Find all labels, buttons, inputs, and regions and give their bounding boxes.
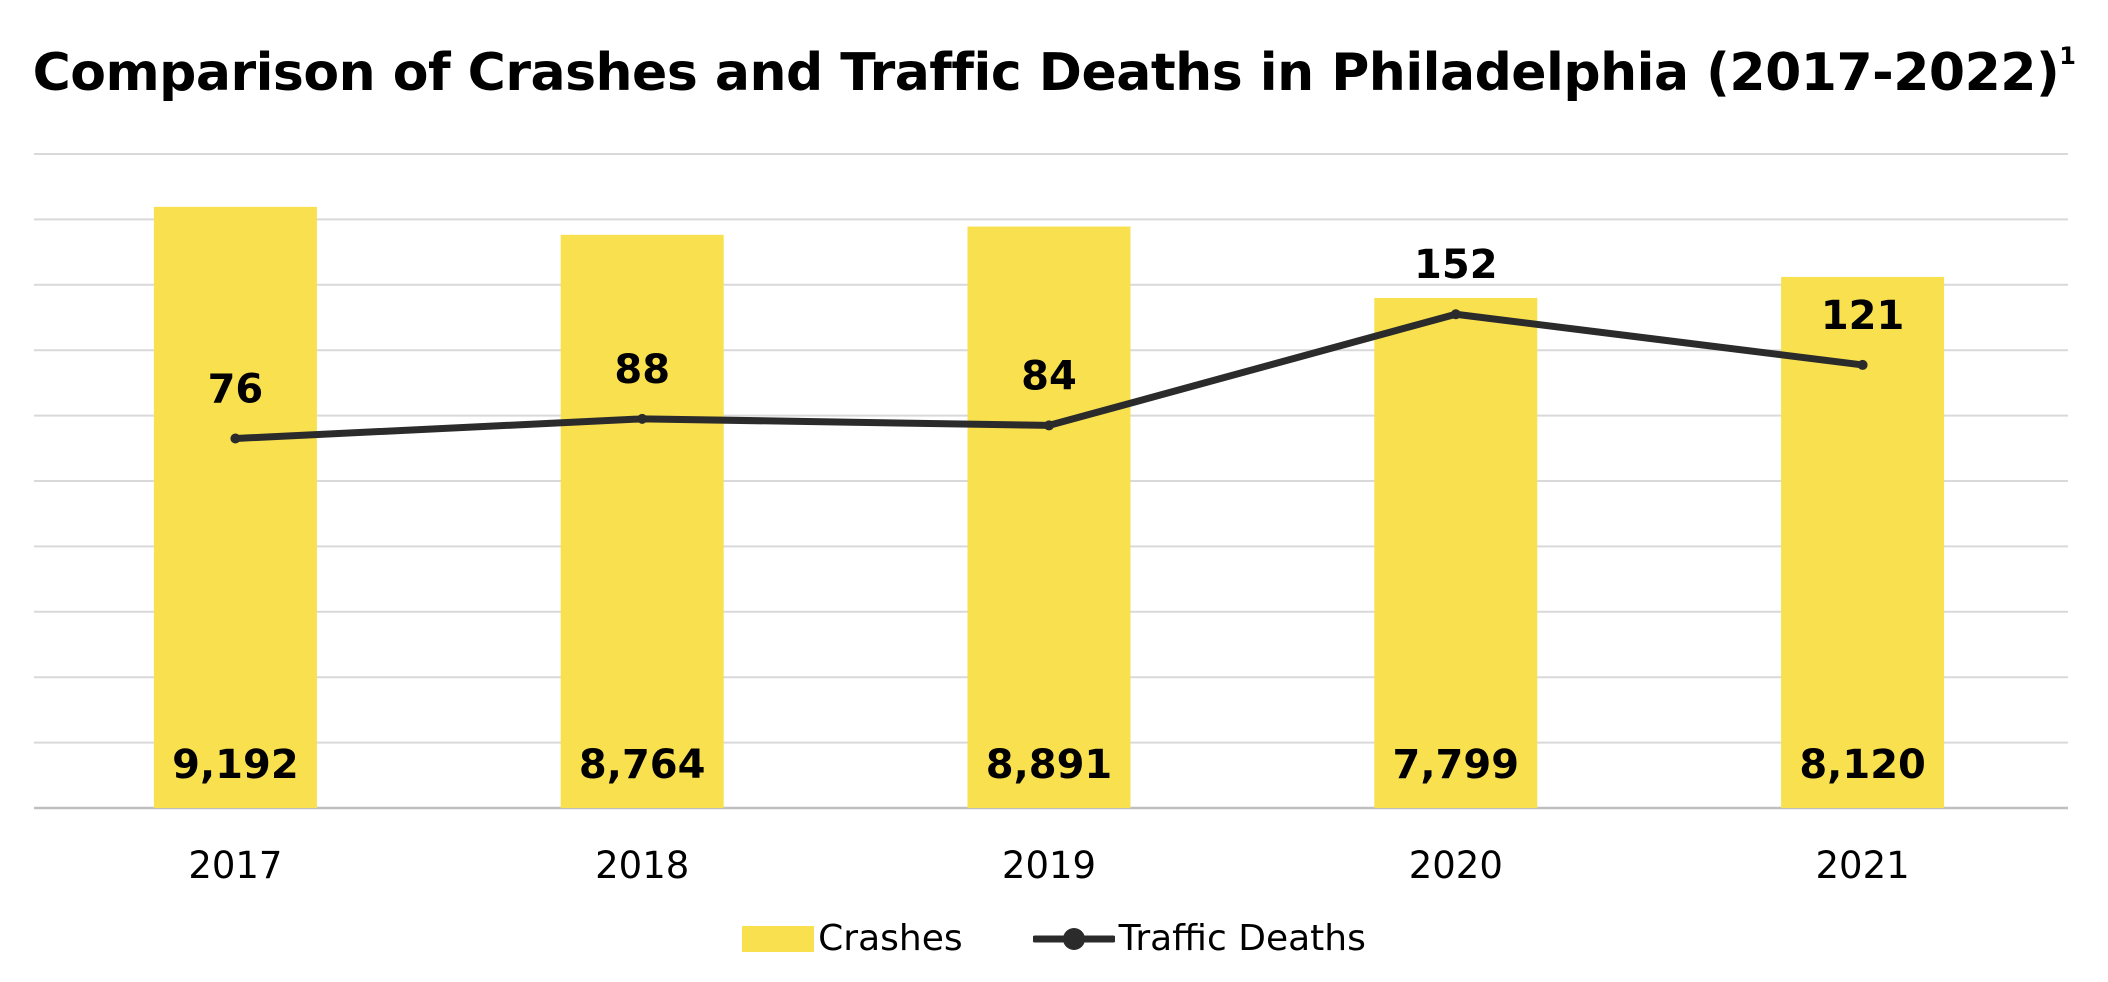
bar-crashes-2020 xyxy=(1374,297,1538,808)
x-tick-label-2021: 2021 xyxy=(1816,844,1910,887)
point-traffic-deaths-2017 xyxy=(230,433,241,444)
label-traffic-deaths-2018: 88 xyxy=(614,347,670,393)
legend-item-crashes: Crashes xyxy=(742,918,963,959)
label-crashes-2020: 7,799 xyxy=(1393,742,1520,788)
title-footnote-marker: 1 xyxy=(2059,41,2076,70)
label-crashes-2017: 9,192 xyxy=(172,742,299,788)
x-tick-label-2018: 2018 xyxy=(595,844,689,887)
x-axis-ticks: 2017 2018 2019 2020 2021 xyxy=(188,844,1909,887)
bar-crashes-2018 xyxy=(560,234,724,808)
label-traffic-deaths-2021: 121 xyxy=(1821,293,1905,339)
chart-title: Comparison of Crashes and Traffic Deaths… xyxy=(0,42,2108,104)
label-traffic-deaths-2019: 84 xyxy=(1021,353,1077,399)
label-crashes-2021: 8,120 xyxy=(1799,742,1926,788)
legend-item-traffic-deaths: Traffic Deaths xyxy=(1032,918,1366,959)
x-tick-label-2019: 2019 xyxy=(1002,844,1096,887)
crashes-swatch xyxy=(742,925,815,952)
point-traffic-deaths-2019 xyxy=(1044,420,1054,431)
bar-crashes-2017 xyxy=(153,206,317,808)
chart-title-text: Comparison of Crashes and Traffic Deaths… xyxy=(32,43,2060,103)
legend: Crashes Traffic Deaths xyxy=(0,918,2108,959)
deaths-line-series xyxy=(230,309,1868,444)
label-crashes-2019: 8,891 xyxy=(986,742,1113,788)
traffic-deaths-swatch xyxy=(1032,927,1115,950)
point-traffic-deaths-2021 xyxy=(1857,359,1868,370)
bar-crashes-2019 xyxy=(967,226,1131,809)
point-traffic-deaths-2020 xyxy=(1450,309,1461,320)
data-labels: 9,192 8,764 8,891 7,799 8,120 76 88 84 152 121 xyxy=(172,242,1926,788)
point-traffic-deaths-2018 xyxy=(637,413,648,424)
x-tick-label-2020: 2020 xyxy=(1409,844,1503,887)
x-tick-label-2017: 2017 xyxy=(188,844,282,887)
legend-label-crashes: Crashes xyxy=(818,918,963,959)
label-traffic-deaths-2017: 76 xyxy=(208,366,264,412)
label-crashes-2018: 8,764 xyxy=(579,742,706,788)
legend-label-traffic-deaths: Traffic Deaths xyxy=(1118,918,1366,959)
label-traffic-deaths-2020: 152 xyxy=(1414,242,1498,288)
crashes-bars xyxy=(153,206,1945,809)
